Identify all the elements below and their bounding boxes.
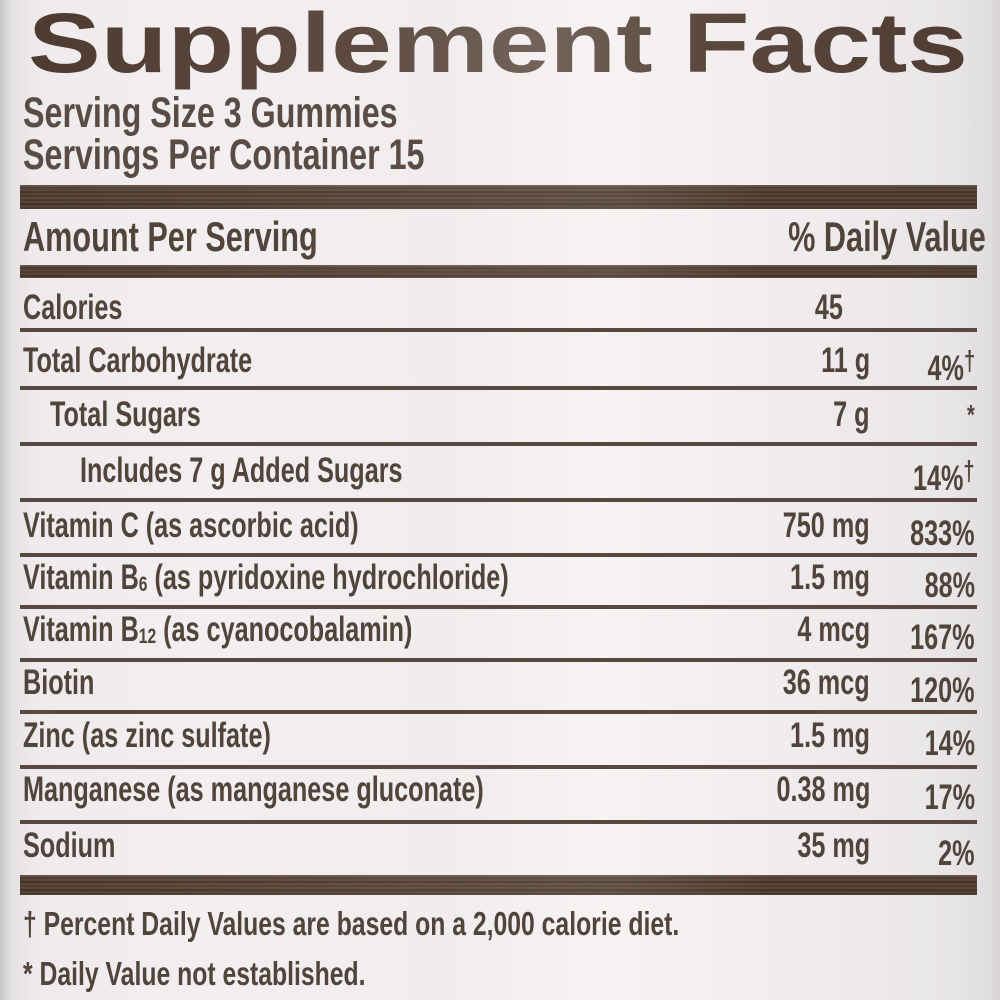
divider-thin (20, 658, 977, 662)
nutrient-name: Total Sugars (50, 395, 201, 434)
nutrient-amount: 36 mcg (783, 663, 870, 702)
nutrient-name: Vitamin B12 (as cyanocobalamin) (23, 610, 413, 649)
nutrient-name: Vitamin B6 (as pyridoxine hydrochloride) (23, 558, 509, 597)
row-sodium: Sodium 35 mg 2% (23, 825, 975, 875)
nutrient-amount: 0.38 mg (776, 770, 870, 809)
row-calories: Calories 45 (23, 287, 975, 335)
nutrient-amount: 1.5 mg (790, 716, 870, 755)
nutrient-amount: 7 g (833, 395, 870, 434)
row-vitamin-b12: Vitamin B12 (as cyanocobalamin) 4 mcg 16… (23, 609, 975, 659)
divider-thin (20, 605, 977, 609)
divider-thin (20, 710, 977, 714)
nutrient-amount: 45 (814, 288, 843, 327)
column-header-row: Amount Per Serving % Daily Value (23, 213, 986, 260)
divider-thin (20, 498, 977, 502)
row-vitamin-b6: Vitamin B6 (as pyridoxine hydrochloride)… (23, 557, 975, 607)
nutrient-amount: 4 mcg (797, 610, 870, 649)
divider-thin (20, 442, 977, 446)
nutrient-dv: 120% (910, 670, 975, 710)
nutrient-amount: 11 g (820, 341, 870, 380)
nutrient-dv: 14% (924, 723, 975, 763)
nutrient-dv: 4%† (927, 345, 975, 388)
nutrient-name: Includes 7 g Added Sugars (80, 451, 403, 490)
title-text: Supplement Facts (28, 4, 968, 90)
divider-thin (20, 765, 977, 769)
divider-thick-bottom (20, 875, 977, 895)
nutrient-amount (720, 450, 870, 500)
nutrient-dv: 14%† (913, 455, 975, 498)
row-total-sugars: Total Sugars 7 g * (23, 394, 975, 444)
divider-medium-header (20, 265, 977, 278)
divider-thick-top (20, 185, 977, 209)
nutrient-name: Total Carbohydrate (23, 341, 253, 380)
nutrient-name: Calories (23, 288, 123, 327)
nutrient-dv: * (967, 399, 975, 430)
servings-per-container: Servings Per Container 15 (23, 131, 425, 179)
nutrient-name: Vitamin C (as ascorbic acid) (23, 506, 359, 545)
footnote-not-established: * Daily Value not established. (23, 955, 366, 992)
nutrient-name: Biotin (23, 663, 95, 702)
footnote-daily-value: † Percent Daily Values are based on a 2,… (23, 905, 680, 942)
divider-thin (20, 386, 977, 390)
nutrient-name: Sodium (23, 826, 116, 865)
divider-thin (20, 328, 977, 332)
page-title: Supplement Facts (28, 4, 968, 90)
nutrient-amount: 750 mg (783, 506, 870, 545)
divider-thin (20, 553, 977, 557)
serving-size: Serving Size 3 Gummies (23, 89, 398, 137)
row-vitamin-c: Vitamin C (as ascorbic acid) 750 mg 833% (23, 505, 975, 555)
amount-per-serving-header: Amount Per Serving (23, 213, 318, 260)
nutrient-dv: 88% (924, 565, 975, 605)
row-manganese: Manganese (as manganese gluconate) 0.38 … (23, 769, 975, 819)
row-biotin: Biotin 36 mcg 120% (23, 662, 975, 712)
nutrient-dv: 167% (910, 617, 975, 657)
nutrient-name: Zinc (as zinc sulfate) (23, 716, 271, 755)
nutrient-dv: 17% (924, 777, 975, 817)
nutrient-name: Manganese (as manganese gluconate) (23, 770, 484, 809)
row-added-sugars: Includes 7 g Added Sugars 14%† (23, 450, 975, 500)
row-zinc: Zinc (as zinc sulfate) 1.5 mg 14% (23, 715, 975, 765)
divider-thin (20, 820, 977, 824)
daily-value-header: % Daily Value (788, 213, 986, 260)
nutrient-dv: 2% (938, 833, 975, 873)
nutrient-dv: 833% (910, 513, 975, 553)
row-total-carbohydrate: Total Carbohydrate 11 g 4%† (23, 340, 975, 390)
nutrient-amount: 35 mg (797, 826, 870, 865)
nutrient-amount: 1.5 mg (790, 558, 870, 597)
